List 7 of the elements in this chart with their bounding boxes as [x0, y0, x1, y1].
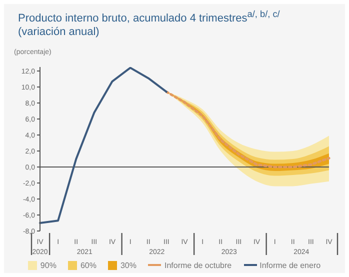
- legend-label: 90%: [40, 260, 56, 270]
- legend-label: Informe de enero: [260, 260, 321, 270]
- chart-title: Producto interno bruto, acumulado 4 trimestres$^{a/, b/, c/}$: [18, 8, 281, 26]
- chart-subtitle: (variación anual): [18, 26, 100, 39]
- legend-label: Informe de octubre: [164, 260, 232, 270]
- legend-label: 30%: [120, 260, 136, 270]
- legend-label: 60%: [80, 260, 96, 270]
